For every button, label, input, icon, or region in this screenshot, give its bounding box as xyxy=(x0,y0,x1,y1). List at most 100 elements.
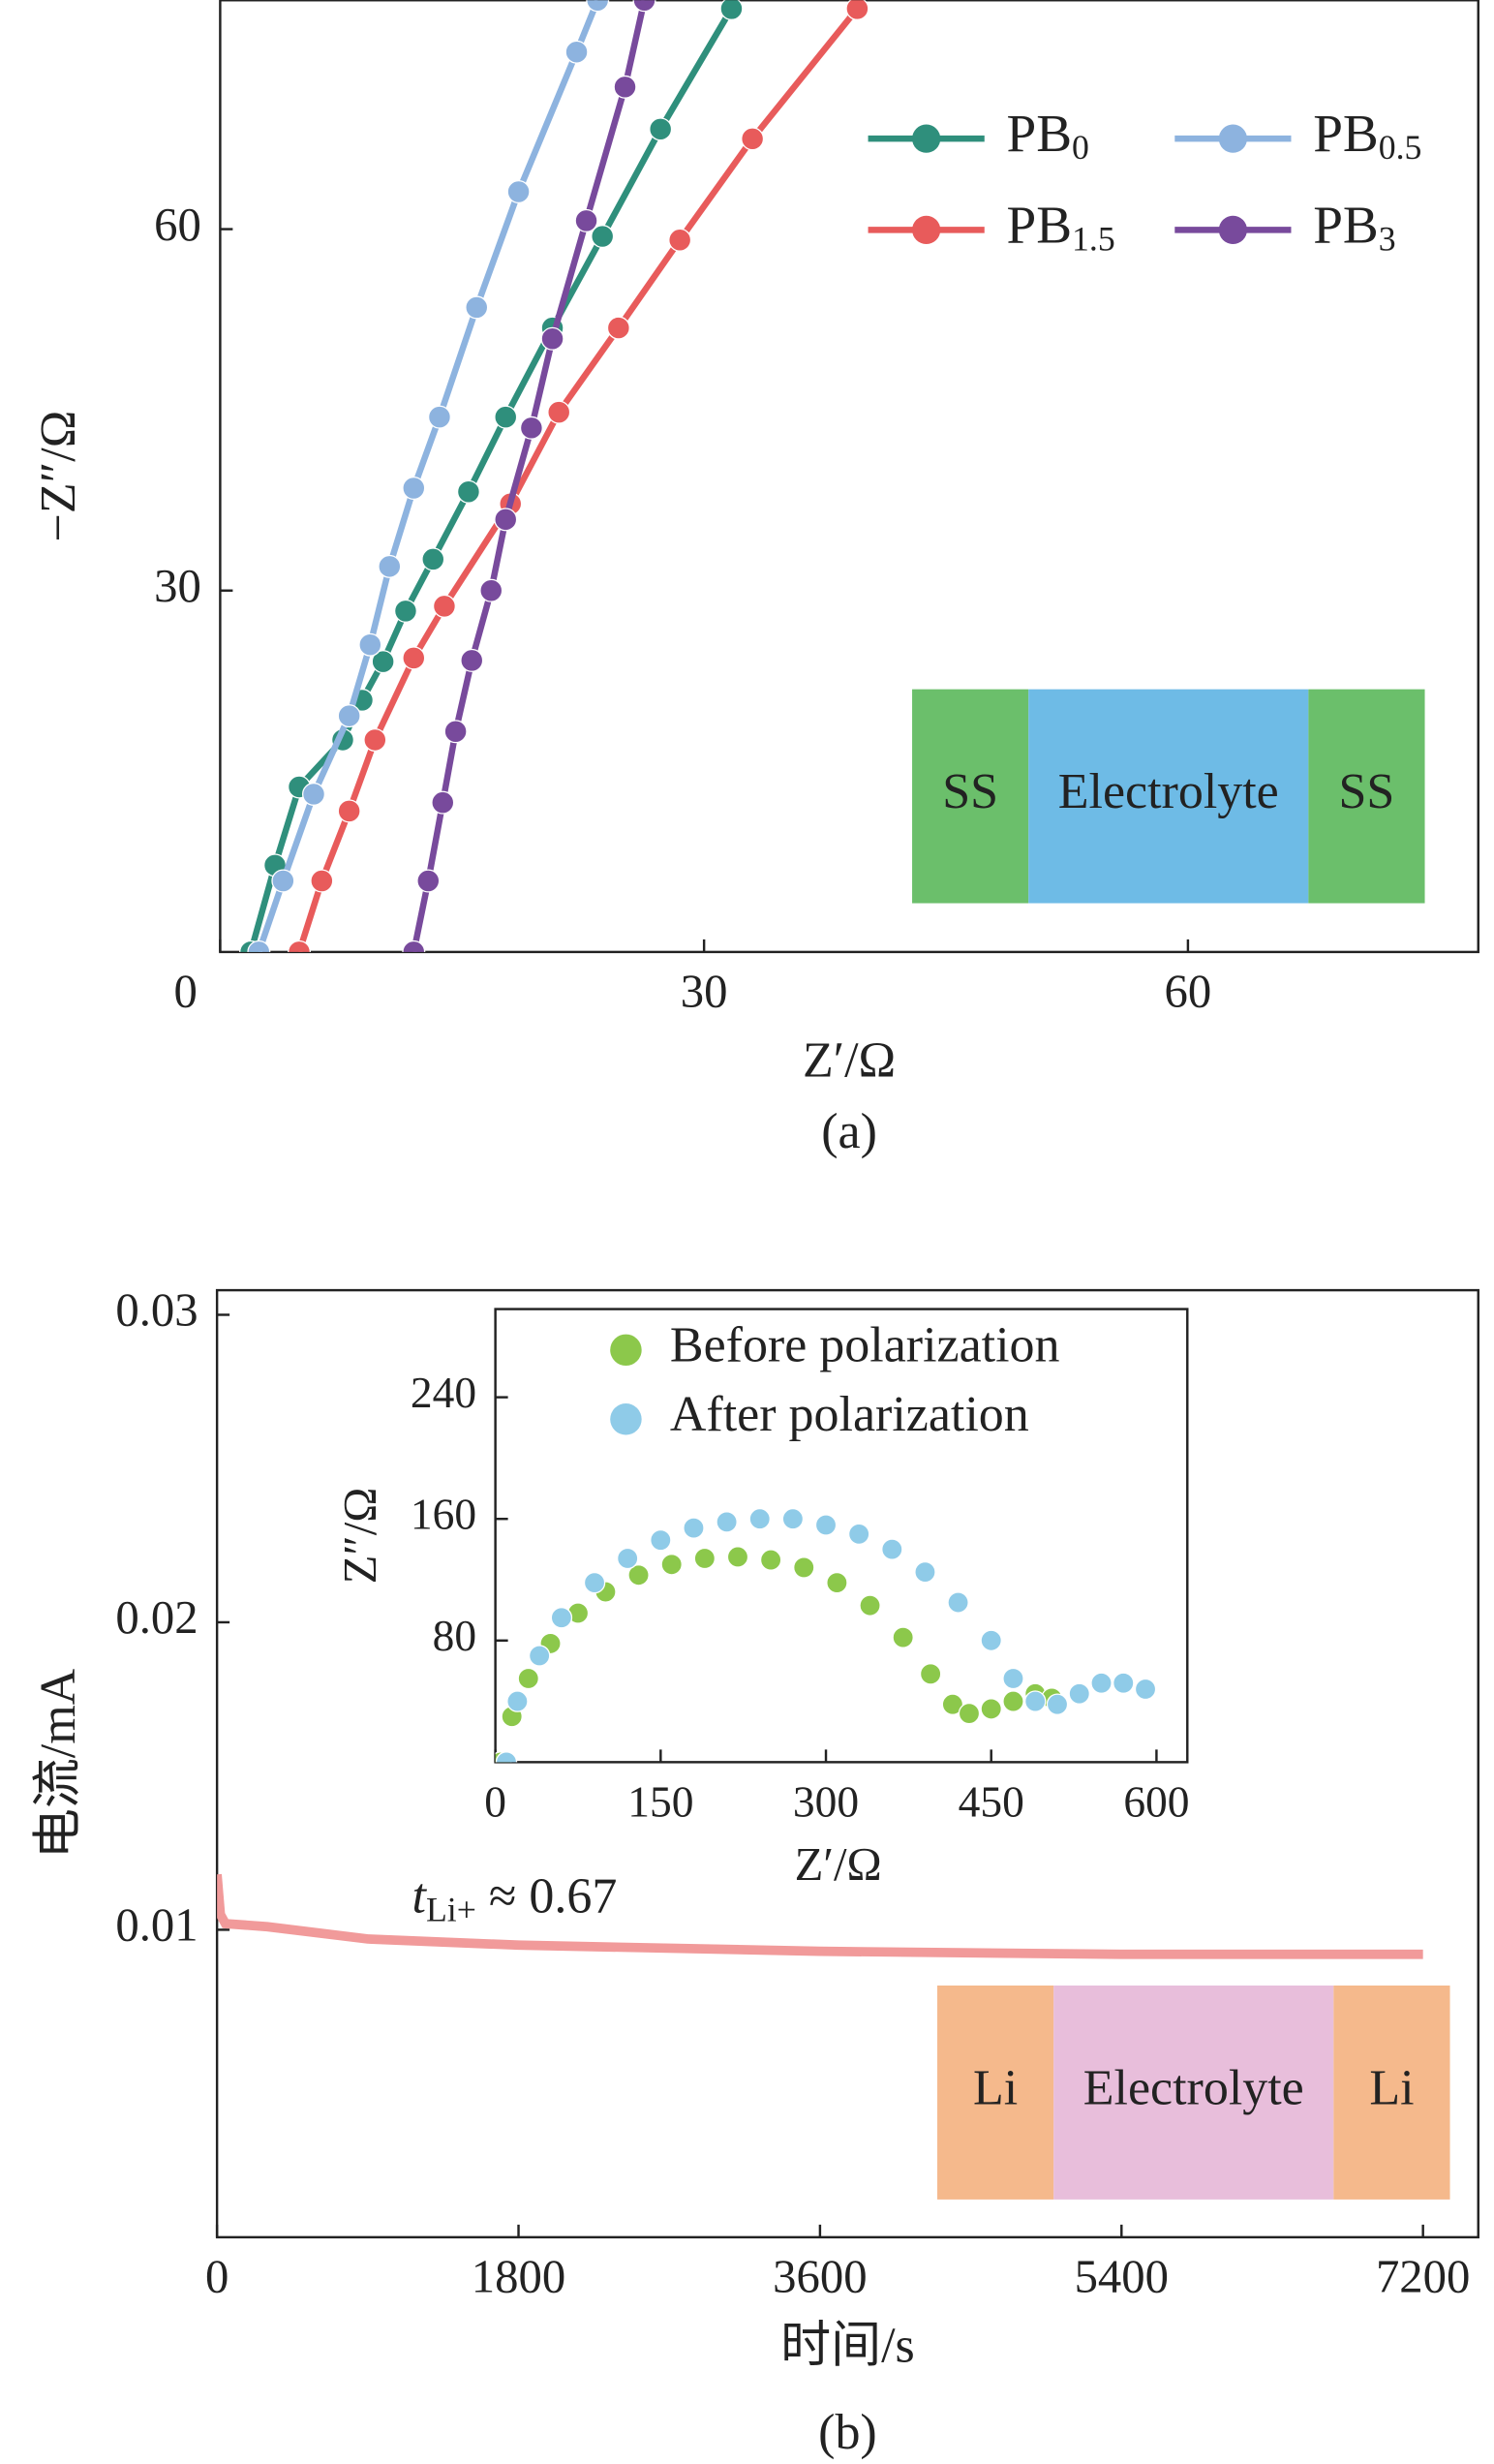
data-point xyxy=(826,1571,848,1594)
data-point xyxy=(632,0,656,13)
data-point xyxy=(506,1690,529,1712)
data-point xyxy=(814,1514,838,1536)
schematic-block xyxy=(1333,1985,1450,2200)
y-tick-label: 160 xyxy=(411,1490,476,1539)
data-point xyxy=(465,295,489,320)
data-point xyxy=(517,1667,539,1690)
data-point xyxy=(741,127,765,151)
x-tick-label: 60 xyxy=(1165,966,1212,1018)
data-point xyxy=(650,1528,672,1552)
plot-area xyxy=(495,1507,1157,1763)
data-point xyxy=(719,0,744,20)
data-point xyxy=(443,720,468,744)
schematic-label: Electrolyte xyxy=(1058,764,1279,819)
data-point xyxy=(726,1546,749,1568)
caption: (b) xyxy=(818,2405,877,2460)
data-point xyxy=(363,727,387,752)
data-point xyxy=(402,939,426,952)
y-tick-label: 0.01 xyxy=(115,1899,198,1952)
data-point xyxy=(759,1549,782,1571)
data-point xyxy=(586,0,610,13)
y-tick-label: 60 xyxy=(154,199,201,251)
data-point xyxy=(358,632,382,657)
data-point xyxy=(564,40,589,64)
legend-label: Before polarization xyxy=(670,1318,1060,1373)
legend-marker xyxy=(912,215,941,244)
data-point xyxy=(892,1626,914,1648)
legend-marker xyxy=(1218,124,1247,153)
annotation: tLi+ ≈ 0.67 xyxy=(412,1868,618,1928)
data-point xyxy=(402,646,426,670)
y-axis-label: Z″/Ω xyxy=(334,1488,386,1585)
schematic-block xyxy=(912,689,1029,904)
series-line xyxy=(256,0,601,952)
data-point xyxy=(288,939,312,952)
data-point xyxy=(1113,1672,1135,1694)
x-axis-label: Z′/Ω xyxy=(795,1838,882,1891)
data-point xyxy=(550,1607,573,1629)
data-point xyxy=(1002,1667,1024,1690)
data-point xyxy=(506,179,531,204)
series-line xyxy=(295,6,860,952)
data-point xyxy=(393,599,417,623)
data-point xyxy=(337,799,361,823)
x-tick-label: 5400 xyxy=(1075,2251,1169,2303)
y-axis-label: −Z″/Ω xyxy=(31,411,86,542)
y-axis-label: 电流/mA xyxy=(31,1668,86,1859)
data-point xyxy=(859,1594,881,1617)
legend-label: PB0 xyxy=(1006,104,1088,168)
data-point xyxy=(271,869,295,893)
x-tick-label: 3600 xyxy=(773,2251,867,2303)
data-point xyxy=(793,1556,815,1579)
y-tick-label: 0.03 xyxy=(115,1284,198,1337)
data-point xyxy=(301,782,326,806)
data-point xyxy=(540,326,564,351)
data-point xyxy=(310,869,334,893)
data-point xyxy=(1068,1682,1090,1705)
legend-label: PB3 xyxy=(1313,195,1395,259)
x-axis-label: 时间/s xyxy=(780,2319,915,2374)
legend-marker xyxy=(912,124,941,153)
x-tick-label: 30 xyxy=(681,966,728,1018)
data-point xyxy=(494,508,518,532)
data-point xyxy=(528,1645,551,1667)
legend-label: PB0.5 xyxy=(1313,104,1421,168)
data-point xyxy=(649,117,673,141)
data-point xyxy=(1090,1672,1113,1694)
data-point xyxy=(479,578,503,602)
y-tick-label: 80 xyxy=(433,1611,476,1660)
series-line xyxy=(217,1873,1423,1959)
legend-marker xyxy=(610,1334,642,1367)
data-point xyxy=(947,1591,969,1614)
data-point xyxy=(378,554,402,578)
schematic-label: Li xyxy=(1369,2060,1414,2115)
schematic-block xyxy=(937,1985,1054,2200)
legend-label: After polarization xyxy=(670,1387,1029,1442)
data-point xyxy=(716,1511,738,1533)
plot-frame xyxy=(215,1288,1479,2239)
x-tick-label: 450 xyxy=(959,1776,1024,1826)
data-point xyxy=(1024,1690,1047,1712)
data-point xyxy=(881,1538,903,1560)
data-point xyxy=(547,400,571,424)
schematic-block xyxy=(1053,1985,1334,2200)
data-point xyxy=(456,479,480,504)
data-point xyxy=(919,1663,942,1685)
data-point xyxy=(574,208,598,232)
series-line xyxy=(411,0,648,952)
data-point xyxy=(371,650,395,674)
data-point xyxy=(606,316,630,340)
plot-area xyxy=(239,0,869,952)
data-point xyxy=(980,1698,1002,1720)
data-point xyxy=(432,594,456,618)
data-point xyxy=(668,228,692,252)
data-point xyxy=(693,1547,717,1570)
data-point xyxy=(337,704,361,728)
schematic-block xyxy=(1028,689,1309,904)
data-point xyxy=(914,1560,936,1584)
data-point xyxy=(460,648,484,672)
data-point xyxy=(616,1547,639,1570)
x-tick-label: 150 xyxy=(627,1776,693,1826)
schematic-label: SS xyxy=(942,764,998,819)
